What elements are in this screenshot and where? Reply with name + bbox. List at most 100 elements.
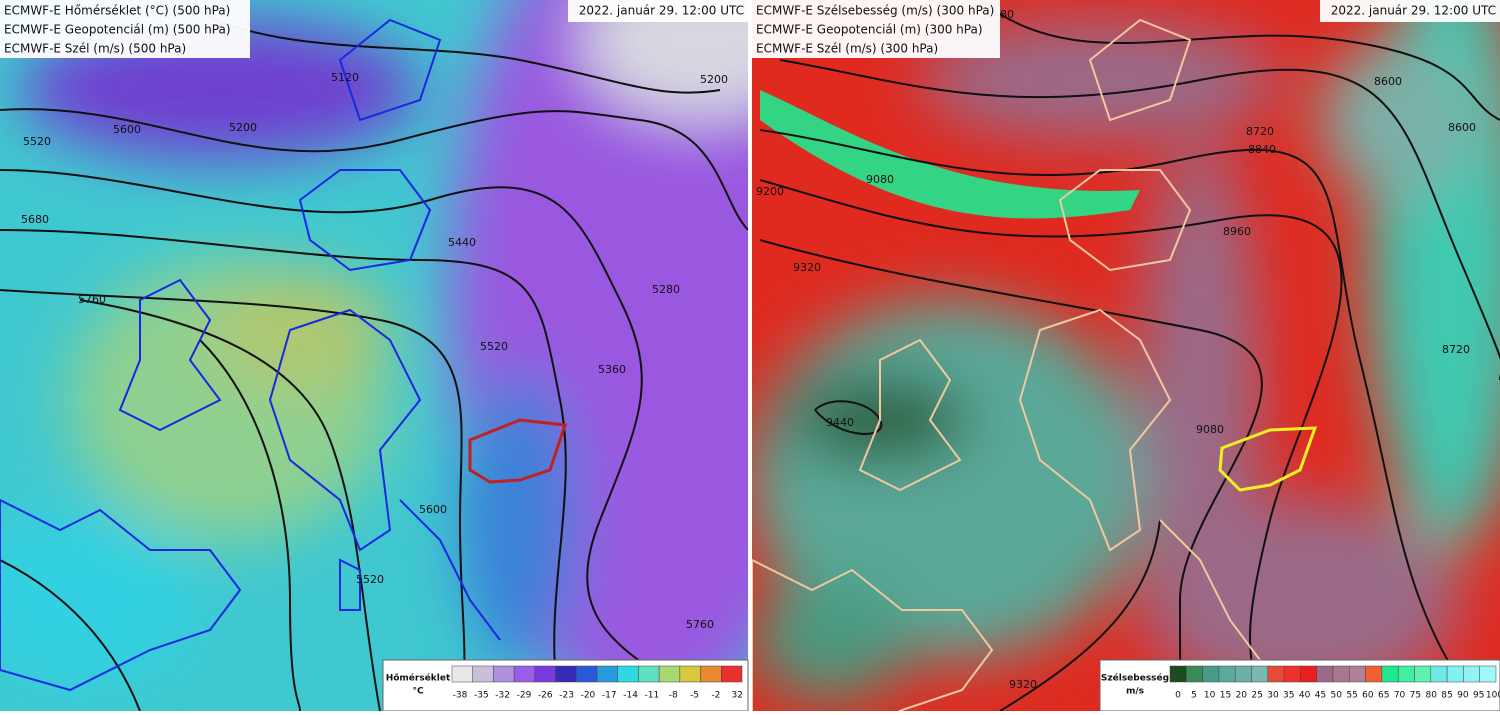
legend-swatch bbox=[1267, 665, 1285, 683]
contour-label: 5760 bbox=[686, 618, 714, 631]
legend-swatch bbox=[1186, 665, 1203, 683]
contour-label: 8600 bbox=[1448, 121, 1476, 134]
legend-label: 15 bbox=[1220, 691, 1231, 701]
legend-label: 25 bbox=[1251, 691, 1262, 701]
contour-label: 5200 bbox=[700, 73, 728, 86]
temperature-field bbox=[0, 0, 748, 711]
legend-label: -35 bbox=[474, 691, 489, 701]
legend-label: -32 bbox=[495, 691, 510, 701]
legend-label: -17 bbox=[602, 691, 617, 701]
contour-label: 9440 bbox=[826, 416, 854, 429]
legend-swatch bbox=[1218, 665, 1236, 683]
legend-swatch bbox=[472, 665, 494, 683]
legend-swatch bbox=[1283, 665, 1301, 683]
legend-swatch bbox=[1479, 665, 1497, 683]
header-line: ECMWF-E Hőmérséklet (°C) (500 hPa) bbox=[4, 4, 230, 18]
legend-label: 40 bbox=[1299, 691, 1311, 701]
contour-label: 9320 bbox=[793, 261, 821, 274]
contour-label: 5680 bbox=[21, 213, 49, 226]
legend-swatch bbox=[1463, 665, 1480, 683]
legend-swatch bbox=[1300, 665, 1317, 683]
legend-swatch bbox=[1316, 665, 1334, 683]
legend-swatch bbox=[721, 665, 743, 683]
header-line: ECMWF-E Szél (m/s) (500 hPa) bbox=[4, 42, 186, 56]
legend-swatch bbox=[1332, 665, 1350, 683]
contour-label: 5760 bbox=[78, 293, 106, 306]
legend-label: -23 bbox=[559, 691, 574, 701]
legend-label: -11 bbox=[645, 691, 660, 701]
contour-label: 5600 bbox=[113, 123, 141, 136]
contour-label: 5440 bbox=[448, 236, 476, 249]
legend-swatch bbox=[1251, 665, 1269, 683]
legend-label: 90 bbox=[1457, 691, 1469, 701]
legend-label: 70 bbox=[1394, 691, 1406, 701]
legend-label: -26 bbox=[538, 691, 553, 701]
contour-label: 5280 bbox=[652, 283, 680, 296]
legend-swatch bbox=[1446, 665, 1464, 683]
legend-swatch bbox=[1397, 665, 1415, 683]
contour-label: 9200 bbox=[756, 185, 784, 198]
legend-label: -5 bbox=[690, 691, 699, 701]
header-line: ECMWF-E Szélsebesség (m/s) (300 hPa) bbox=[756, 4, 994, 18]
legend-swatch bbox=[1365, 665, 1383, 683]
legend-label: 85 bbox=[1441, 691, 1452, 701]
legend-swatch bbox=[679, 665, 701, 683]
legend-swatch bbox=[1169, 665, 1187, 683]
legend-label: 35 bbox=[1283, 691, 1294, 701]
legend-label: 80 bbox=[1425, 691, 1437, 701]
timestamp: 2022. január 29. 12:00 UTC bbox=[1331, 4, 1496, 18]
legend-swatch bbox=[658, 665, 681, 683]
contour-label: 5520 bbox=[23, 135, 51, 148]
contour-label: 5520 bbox=[480, 340, 508, 353]
legend-swatch bbox=[451, 665, 473, 683]
header-box bbox=[0, 0, 250, 58]
legend-swatch bbox=[638, 665, 660, 683]
contour-label: 5600 bbox=[419, 503, 447, 516]
header-line: ECMWF-E Szél (m/s) (300 hPa) bbox=[756, 42, 938, 56]
legend-swatch bbox=[1349, 665, 1366, 683]
legend-label: -14 bbox=[623, 691, 638, 701]
legend-swatch bbox=[1202, 665, 1220, 683]
legend-swatch bbox=[493, 665, 515, 683]
legend-label: -8 bbox=[669, 691, 678, 701]
legend-unit: °C bbox=[412, 687, 424, 697]
legend-label: -38 bbox=[453, 691, 468, 701]
legend-label: 75 bbox=[1410, 691, 1421, 701]
legend-label: 45 bbox=[1315, 691, 1326, 701]
contour-label: 5520 bbox=[356, 573, 384, 586]
contour-label: 5120 bbox=[331, 71, 359, 84]
legend-swatch bbox=[700, 665, 722, 683]
legend-label: -20 bbox=[581, 691, 596, 701]
legend-label: 30 bbox=[1267, 691, 1279, 701]
legend-label: -2 bbox=[711, 691, 720, 701]
contour-label: 9320 bbox=[1009, 678, 1037, 691]
legend-swatch bbox=[1414, 665, 1432, 683]
legend-label: 60 bbox=[1362, 691, 1374, 701]
legend-swatch bbox=[555, 665, 577, 683]
header-box bbox=[752, 0, 1000, 58]
contour-label: 8720 bbox=[1442, 343, 1470, 356]
hungary-outline bbox=[1218, 426, 1318, 492]
contour-label: 9080 bbox=[866, 173, 894, 186]
legend-label: 0 bbox=[1175, 691, 1181, 701]
legend-label: 100 bbox=[1486, 691, 1500, 701]
legend-swatch bbox=[596, 665, 618, 683]
windspeed-field bbox=[752, 0, 1500, 711]
legend-swatch bbox=[1381, 665, 1399, 683]
legend-label: 10 bbox=[1204, 691, 1216, 701]
divider bbox=[748, 0, 752, 711]
hungary-outline bbox=[468, 418, 568, 484]
contour-label: 8600 bbox=[1374, 75, 1402, 88]
legend-label: 50 bbox=[1331, 691, 1343, 701]
legend-swatch bbox=[617, 665, 639, 683]
timestamp-box bbox=[568, 0, 748, 22]
legend-label: 32 bbox=[731, 691, 742, 701]
legend-swatch bbox=[513, 665, 536, 683]
contour-label: 8960 bbox=[1223, 225, 1251, 238]
legend-label: 55 bbox=[1346, 691, 1357, 701]
legend-label: -29 bbox=[517, 691, 532, 701]
legend-swatch bbox=[1430, 665, 1448, 683]
timestamp-box bbox=[1320, 0, 1500, 22]
